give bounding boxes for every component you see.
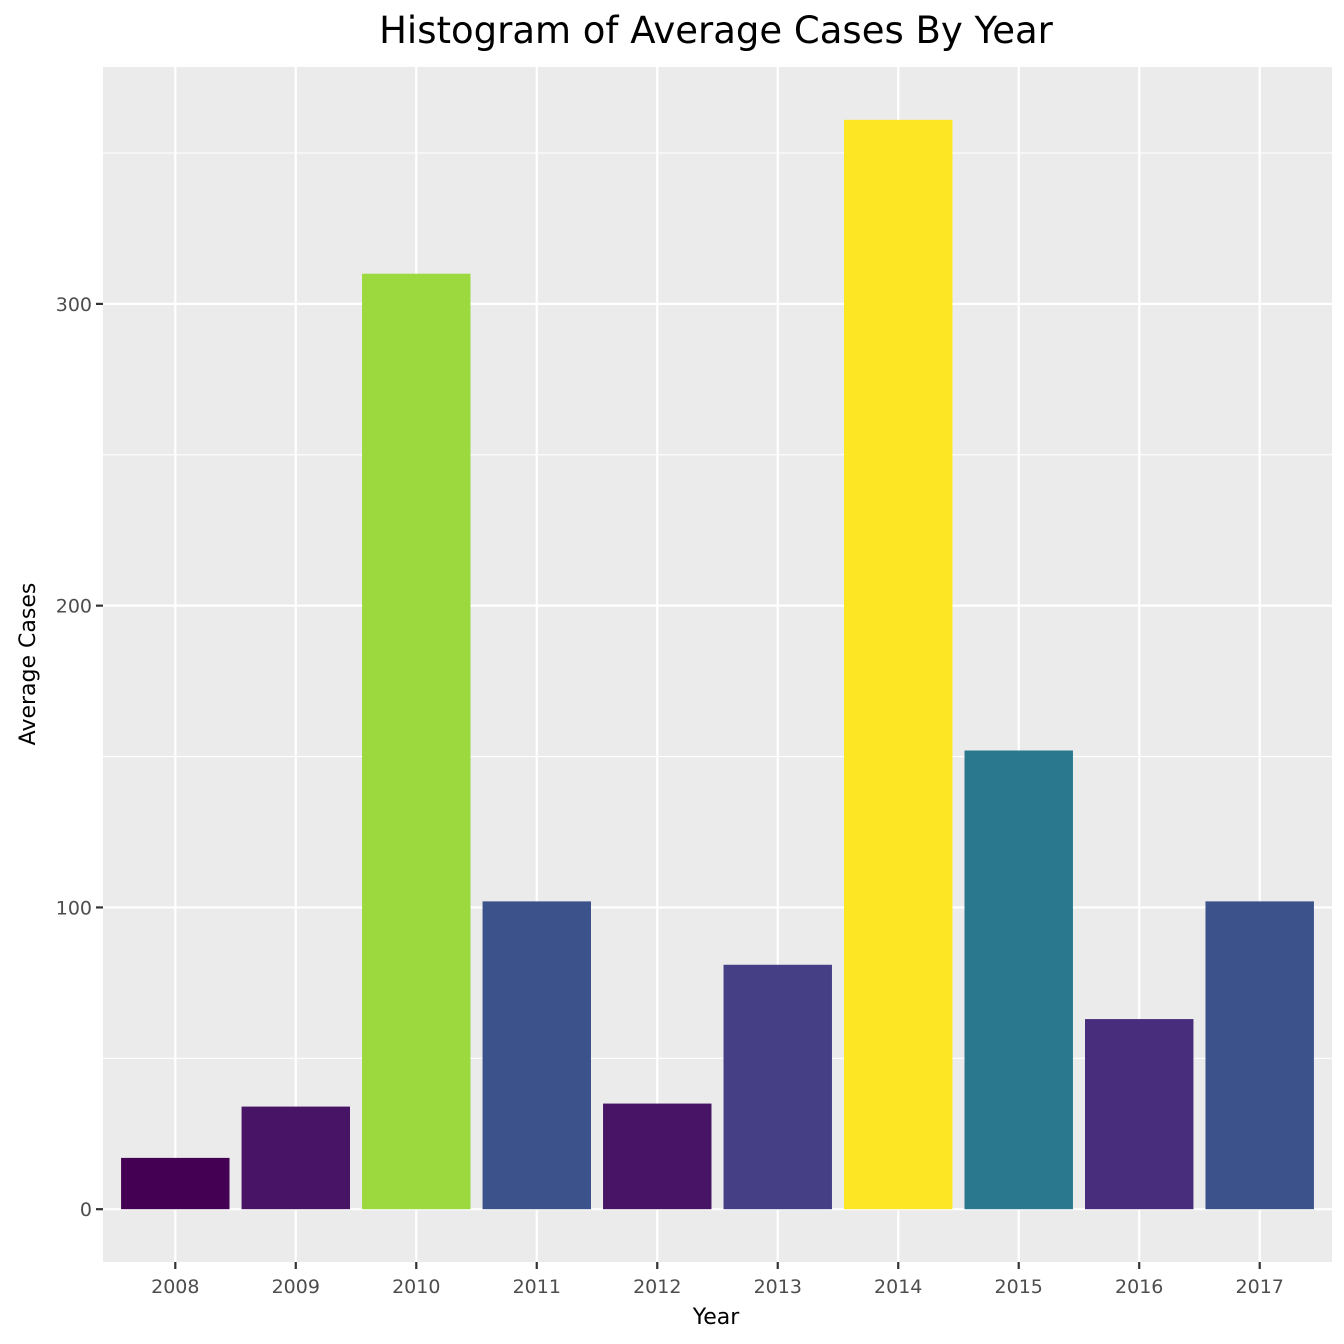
- bar-2011: [482, 901, 591, 1210]
- y-tick-label: 100: [56, 897, 92, 919]
- x-tick-label: 2013: [754, 1276, 802, 1298]
- x-tick-label: 2016: [1115, 1276, 1163, 1298]
- y-axis-title: Average Cases: [16, 583, 41, 746]
- bar-2015: [964, 750, 1073, 1210]
- bar-2014: [844, 119, 953, 1210]
- bar-2009: [241, 1106, 351, 1210]
- x-tick-label: 2017: [1236, 1276, 1284, 1298]
- x-tick-label: 2012: [633, 1276, 681, 1298]
- bar-2010: [362, 273, 471, 1210]
- bar-2016: [1084, 1019, 1194, 1210]
- x-tick-label: 2009: [272, 1276, 320, 1298]
- bar-2017: [1205, 901, 1314, 1210]
- y-tick-label: 0: [80, 1199, 92, 1221]
- y-axis: 0 100 200 300: [56, 294, 103, 1221]
- bar-2012: [603, 1103, 712, 1210]
- x-tick-label: 2014: [874, 1276, 922, 1298]
- x-axis-title: Year: [692, 1305, 741, 1330]
- bars: [121, 119, 1314, 1210]
- x-tick-label: 2008: [151, 1276, 199, 1298]
- x-axis: 2008 2009 2010 2011 2012 2013 2014 2015 2016 2017: [151, 1262, 1284, 1298]
- x-tick-label: 2011: [513, 1276, 561, 1298]
- bar-2013: [723, 964, 832, 1210]
- bar-2008: [121, 1157, 230, 1210]
- chart-title: Histogram of Average Cases By Year: [379, 9, 1054, 52]
- y-tick-label: 300: [56, 294, 92, 316]
- x-tick-label: 2010: [392, 1276, 440, 1298]
- x-tick-label: 2015: [995, 1276, 1043, 1298]
- y-tick-label: 200: [56, 596, 92, 618]
